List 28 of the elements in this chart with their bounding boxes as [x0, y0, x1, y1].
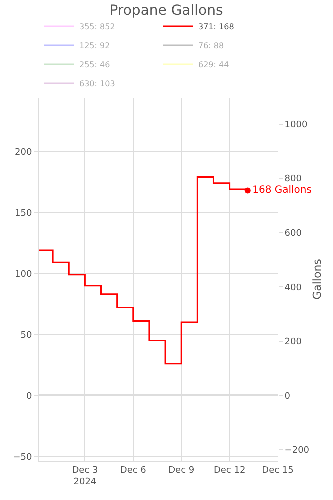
x-tick-label: Dec 6 [120, 466, 147, 476]
y2-tick-label: 1000 [284, 120, 308, 130]
y-tick-label: 100 [15, 270, 32, 280]
x-tick-label: Dec 12 [214, 466, 246, 476]
y2-tick-label: 0 [284, 392, 291, 402]
legend-label: 125: 92 [80, 42, 110, 51]
legend-label: 76: 88 [198, 42, 224, 51]
x-tick-label: Dec 3 2024 [72, 466, 98, 488]
legend-label: 255: 46 [80, 60, 110, 70]
y-tick-label: 0 [26, 392, 32, 402]
annotation: 168 Gallons [252, 185, 312, 196]
y-tick-label: 50 [20, 330, 32, 341]
legend-label: 355: 852 [80, 22, 116, 32]
y2-tick-label: −200 [284, 446, 310, 456]
x-tick-label: Dec 15 [262, 466, 294, 476]
y-tick-label: 150 [15, 208, 32, 219]
y-tick-label: −50 [13, 452, 32, 463]
legend-label: 371: 168 [198, 22, 234, 32]
legend-label: 630: 103 [80, 80, 116, 89]
x-tick-label: Dec 9 [168, 466, 195, 476]
y2-tick-label: 800 [284, 174, 302, 185]
y-tick-label: 200 [15, 148, 32, 158]
y2-tick-label: 200 [284, 338, 302, 348]
y2-axis-title: Gallons [310, 258, 324, 300]
legend-label: 629: 44 [198, 60, 230, 70]
y2-tick-label: 400 [284, 283, 302, 294]
chart-title: Propane Gallons [110, 2, 224, 19]
y2-tick-label: 600 [284, 228, 302, 239]
